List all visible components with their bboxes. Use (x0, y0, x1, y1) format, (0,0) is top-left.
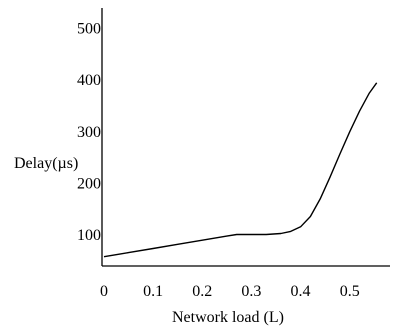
delay-curve (103, 82, 378, 258)
x-tick-label: 0.3 (241, 283, 261, 300)
y-tick-label: 200 (77, 175, 101, 192)
x-tick-labels: 0 0.1 0.2 0.3 0.4 0.5 (100, 283, 360, 300)
x-tick-label: 0 (100, 283, 108, 300)
x-tick-label: 0.4 (291, 283, 311, 300)
y-tick-label: 500 (77, 21, 101, 38)
x-tick-label: 0.1 (143, 283, 163, 300)
y-tick-label: 300 (77, 124, 101, 141)
x-tick-label: 0.5 (340, 283, 360, 300)
y-tick-labels: 100 200 300 400 500 (77, 21, 101, 244)
x-tick-label: 0.2 (192, 283, 212, 300)
y-axis-label: Delay(µs) (14, 155, 78, 172)
y-tick-label: 100 (77, 227, 101, 244)
x-axis-label: Network load (L) (172, 309, 284, 326)
y-tick-label: 400 (77, 72, 101, 89)
series-group (103, 82, 378, 258)
